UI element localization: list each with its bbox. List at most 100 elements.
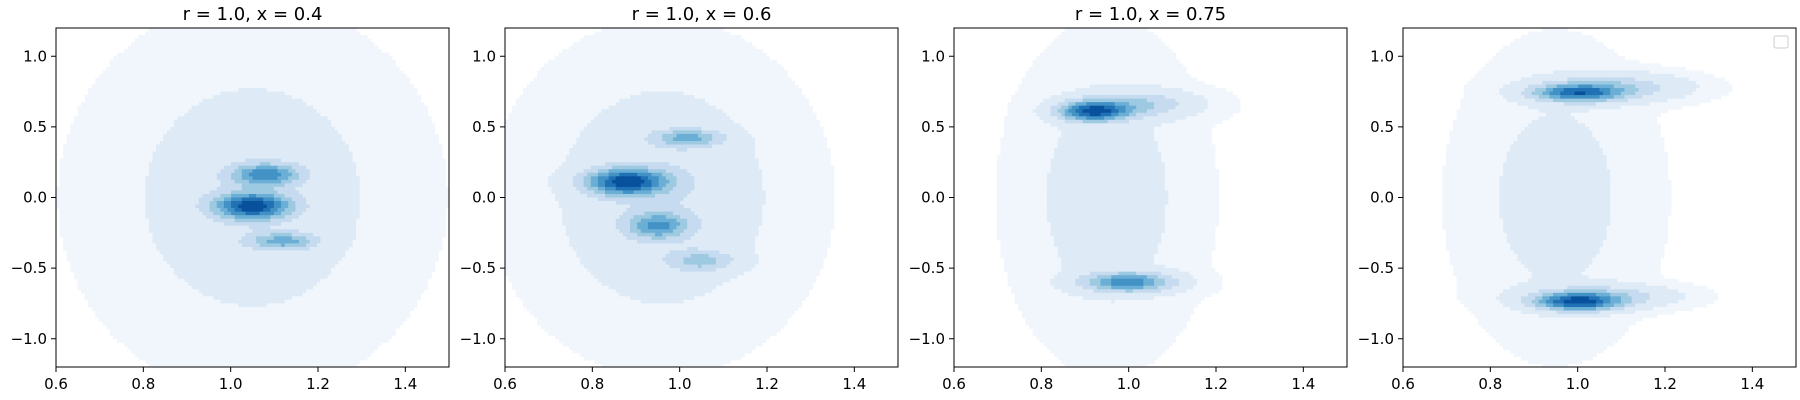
contour-cell [210, 169, 214, 173]
contour-cell [242, 85, 246, 89]
contour-cell [417, 145, 421, 149]
contour-cell [356, 159, 360, 163]
contour-cell [342, 63, 346, 67]
contour-cell [231, 67, 235, 71]
contour-cell [167, 28, 171, 32]
contour-cell [249, 159, 253, 163]
contour-cell [70, 201, 74, 205]
contour-cell [245, 152, 249, 156]
contour-cell [106, 106, 110, 110]
contour-cell [120, 173, 124, 177]
contour-cell [270, 116, 274, 120]
contour-cell [217, 120, 221, 124]
contour-cell [306, 169, 310, 173]
contour-cell [235, 102, 239, 106]
contour-cell [270, 99, 274, 103]
contour-cell [74, 176, 78, 180]
contour-cell [353, 145, 357, 149]
contour-cell [288, 56, 292, 60]
contour-cell [152, 70, 156, 74]
contour-cell [285, 70, 289, 74]
contour-cell [77, 194, 81, 198]
contour-cell [420, 180, 424, 184]
contour-cell [320, 81, 324, 85]
contour-cell [227, 46, 231, 50]
contour-cell [192, 183, 196, 187]
contour-cell [249, 152, 253, 156]
contour-cell [256, 145, 260, 149]
contour-cell [378, 148, 382, 152]
contour-cell [167, 208, 171, 212]
contour-cell [328, 74, 332, 78]
contour-cell [260, 183, 264, 187]
contour-cell [210, 190, 214, 194]
contour-cell [349, 148, 353, 152]
contour-cell [231, 205, 235, 209]
contour-cell [413, 201, 417, 205]
contour-cell [142, 173, 146, 177]
contour-cell [170, 42, 174, 46]
contour-cell [117, 137, 121, 141]
contour-cell [438, 180, 442, 184]
contour-cell [424, 169, 428, 173]
contour-cell [181, 208, 185, 212]
contour-cell [338, 155, 342, 159]
contour-cell [328, 81, 332, 85]
contour-cell [81, 134, 85, 138]
contour-cell [288, 159, 292, 163]
contour-cell [356, 127, 360, 131]
contour-cell [388, 120, 392, 124]
contour-cell [370, 109, 374, 113]
contour-cell [285, 102, 289, 106]
contour-cell [313, 88, 317, 92]
contour-cell [99, 95, 103, 99]
contour-cell [345, 39, 349, 43]
contour-cell [317, 56, 321, 60]
contour-cell [145, 134, 149, 138]
contour-cell [278, 99, 282, 103]
contour-cell [367, 63, 371, 67]
contour-cell [306, 63, 310, 67]
contour-cell [267, 141, 271, 145]
contour-cell [317, 113, 321, 117]
contour-cell [328, 32, 332, 36]
contour-cell [399, 198, 403, 202]
contour-cell [85, 116, 89, 120]
contour-cell [163, 56, 167, 60]
contour-cell [131, 137, 135, 141]
contour-cell [360, 46, 364, 50]
contour-cell [156, 53, 160, 57]
contour-cell [192, 116, 196, 120]
contour-cell [163, 116, 167, 120]
contour-cell [424, 134, 428, 138]
contour-cell [335, 155, 339, 159]
contour-cell [174, 102, 178, 106]
contour-cell [263, 32, 267, 36]
contour-cell [188, 123, 192, 127]
contour-cell [338, 88, 342, 92]
contour-cell [370, 49, 374, 53]
contour-cell [331, 205, 335, 209]
contour-cell [127, 148, 131, 152]
contour-cell [113, 134, 117, 138]
contour-cell [253, 70, 257, 74]
contour-cell [142, 53, 146, 57]
contour-cell [399, 173, 403, 177]
contour-cell [367, 187, 371, 191]
contour-cell [85, 130, 89, 134]
contour-cell [403, 85, 407, 89]
contour-cell [420, 106, 424, 110]
contour-cell [117, 198, 121, 202]
contour-cell [145, 123, 149, 127]
contour-cell [278, 169, 282, 173]
contour-cell [99, 194, 103, 198]
contour-cell [306, 70, 310, 74]
contour-cell [285, 39, 289, 43]
contour-cell [295, 145, 299, 149]
contour-cell [138, 67, 142, 71]
contour-cell [138, 127, 142, 131]
contour-cell [292, 63, 296, 67]
contour-cell [385, 180, 389, 184]
contour-cell [213, 92, 217, 96]
contour-cell [338, 28, 342, 32]
